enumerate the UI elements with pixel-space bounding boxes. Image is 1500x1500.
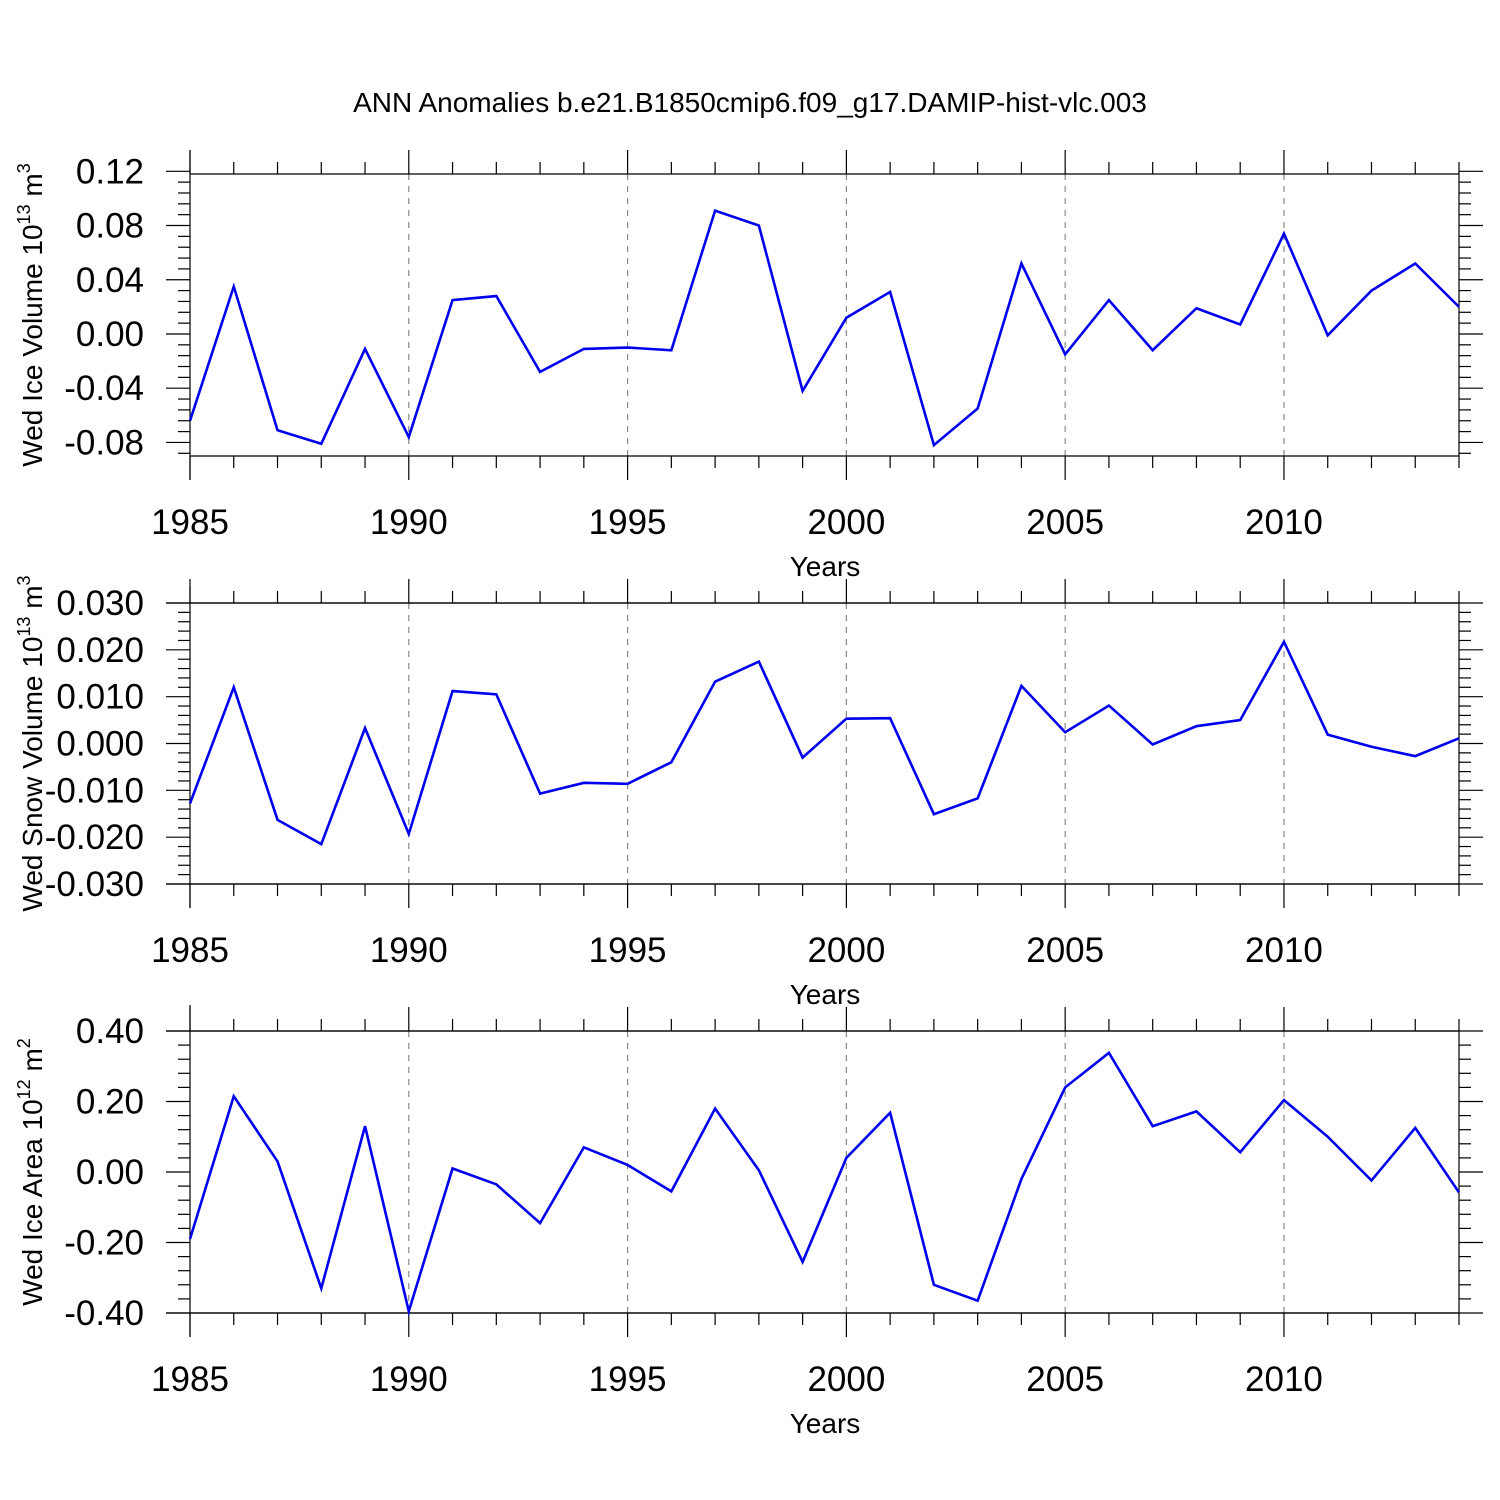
y-tick-label: 0.030 [56,584,144,623]
y-tick-label: 0.020 [56,631,144,670]
y-tick-label: -0.08 [64,423,144,462]
y-tick-label: -0.010 [45,771,144,810]
y-tick-label: -0.40 [64,1294,144,1333]
x-tick-label: 1990 [370,503,448,542]
x-tick-label: 2000 [807,503,885,542]
y-tick-label: 0.00 [76,315,144,354]
x-tick-label: 1985 [151,1360,229,1399]
x-axis-label: Years [790,979,861,1010]
x-axis-label: Years [790,551,861,582]
x-tick-label: 2010 [1245,503,1323,542]
y-tick-label: 0.04 [76,261,144,300]
y-tick-label: -0.030 [45,865,144,904]
series-line-snow-volume [188,639,1460,847]
series-line-ice-area [188,1050,1461,1317]
y-axis-label: Wed Ice Volume 1013 m3 [14,163,48,466]
y-tick-label: 0.20 [76,1083,144,1122]
x-tick-label: 2010 [1245,931,1323,970]
series-line-ice-volume [188,208,1460,448]
y-axis-label: Wed Ice Area 1012 m2 [14,1038,48,1306]
y-tick-label: 0.010 [56,678,144,717]
x-axis-label: Years [790,1408,861,1439]
x-tick-label: 1985 [151,503,229,542]
y-tick-label: 0.12 [76,152,144,191]
x-tick-label: 2005 [1026,931,1104,970]
y-tick-label: 0.00 [76,1153,144,1192]
x-tick-label: 2000 [807,931,885,970]
x-tick-label: 1995 [589,503,667,542]
y-tick-label: -0.20 [64,1224,144,1263]
x-tick-label: 1990 [370,931,448,970]
y-axis-label: Wed Snow Volume 1013 m3 [14,575,48,911]
x-tick-label: 2000 [807,1360,885,1399]
y-tick-label: -0.020 [45,818,144,857]
panel-snow-volume: -0.030 -0.020 -0.010 0.000 0.010 0.020 0.030 19… [14,575,1483,1010]
x-tick-label: 1995 [589,931,667,970]
x-tick-label: 2010 [1245,1360,1323,1399]
x-tick-label: 1985 [151,931,229,970]
panel-ice-area: -0.40 -0.20 0.00 0.20 0.40 1985 1990 1995 2000 20… [14,1005,1483,1439]
y-tick-label: 0.08 [76,207,144,246]
x-tick-label: 2005 [1026,503,1104,542]
y-tick-label: -0.04 [64,369,144,408]
x-tick-label: 1995 [589,1360,667,1399]
y-tick-label: 0.40 [76,1012,144,1051]
chart-title: ANN Anomalies b.e21.B1850cmip6.f09_g17.D… [353,87,1147,118]
x-tick-label: 2005 [1026,1360,1104,1399]
y-tick-label: 0.000 [56,725,144,764]
panel-ice-volume: -0.08 -0.04 0.00 0.04 0.08 0.12 1985 1990 1995 20… [14,150,1483,582]
x-tick-label: 1990 [370,1360,448,1399]
